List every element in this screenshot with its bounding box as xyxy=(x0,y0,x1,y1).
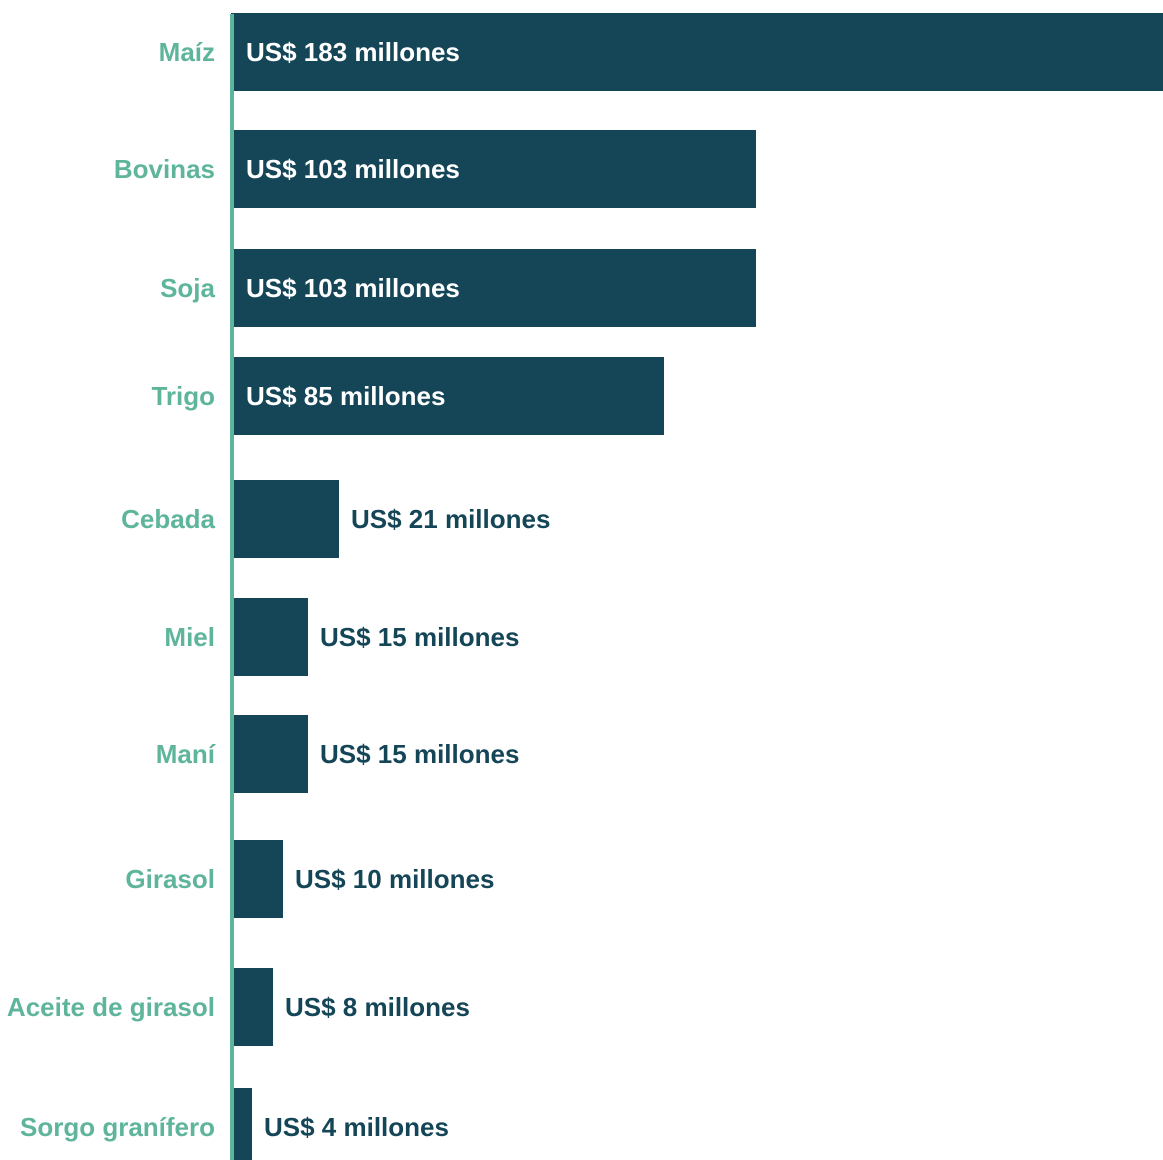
category-label: Bovinas xyxy=(114,154,215,184)
category-label: Maní xyxy=(156,739,216,769)
bar-7 xyxy=(231,840,283,918)
bar-1 xyxy=(231,130,756,208)
value-label: US$ 103 millones xyxy=(246,273,460,303)
bar-6 xyxy=(231,715,308,793)
category-label: Trigo xyxy=(151,381,215,411)
category-label: Sorgo granífero xyxy=(20,1112,215,1142)
bar-3 xyxy=(231,357,664,435)
bar-0 xyxy=(231,13,1163,91)
bar-8 xyxy=(231,968,273,1046)
category-label: Aceite de girasol xyxy=(7,992,215,1022)
value-label: US$ 21 millones xyxy=(351,504,550,534)
bars-layer xyxy=(231,13,1163,1160)
bar-2 xyxy=(231,249,756,327)
bar-4 xyxy=(231,480,339,558)
value-label: US$ 10 millones xyxy=(295,864,494,894)
value-label: US$ 8 millones xyxy=(285,992,470,1022)
bar-5 xyxy=(231,598,308,676)
value-label: US$ 4 millones xyxy=(264,1112,449,1142)
category-label: Miel xyxy=(164,622,215,652)
bar-9 xyxy=(231,1088,252,1160)
value-label: US$ 85 millones xyxy=(246,381,445,411)
category-label: Girasol xyxy=(125,864,215,894)
labels-layer: Maíz US$ 183 millones Bovinas US$ 103 millo… xyxy=(7,37,551,1142)
category-label: Soja xyxy=(160,273,215,303)
category-label: Cebada xyxy=(121,504,215,534)
value-label: US$ 183 millones xyxy=(246,37,460,67)
value-label: US$ 103 millones xyxy=(246,154,460,184)
category-label: Maíz xyxy=(159,37,215,67)
value-label: US$ 15 millones xyxy=(320,622,519,652)
value-label: US$ 15 millones xyxy=(320,739,519,769)
